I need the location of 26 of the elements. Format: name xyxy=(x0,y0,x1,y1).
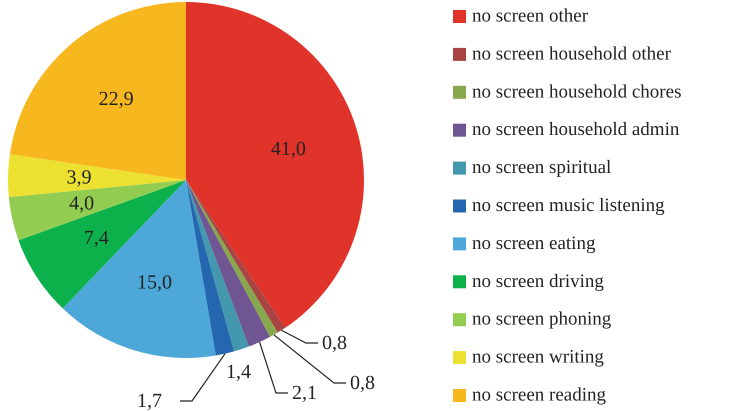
pie-slice xyxy=(186,2,364,328)
data-label: 1,4 xyxy=(226,361,251,383)
legend-label: no screen household other xyxy=(472,43,672,64)
data-label: 3,9 xyxy=(66,166,92,188)
legend-label: no screen household chores xyxy=(472,81,682,102)
data-label: 1,7 xyxy=(137,390,162,411)
data-label: 0,8 xyxy=(322,332,347,354)
data-label: 4,0 xyxy=(69,192,94,214)
legend-label: no screen driving xyxy=(472,270,604,292)
pie-slice xyxy=(186,180,249,352)
legend-label: no screen spiritual xyxy=(472,157,612,178)
data-label: 41,0 xyxy=(270,138,306,160)
pie-slice xyxy=(8,154,186,198)
legend-label: no screen household admin xyxy=(472,119,680,140)
legend-label: no screen phoning xyxy=(472,308,612,330)
legend-label: no screen reading xyxy=(472,384,606,406)
legend-label: no screen writing xyxy=(472,346,604,368)
legend-label: no screen music listening xyxy=(472,195,666,216)
legend-label: no screen other xyxy=(472,6,589,26)
legend-label: no screen eating xyxy=(472,232,596,254)
pie-slice xyxy=(186,180,234,356)
data-label: 15,0 xyxy=(137,271,172,294)
data-label: 22,9 xyxy=(98,88,134,110)
data-label: 7,4 xyxy=(84,227,109,250)
data-label: 2,1 xyxy=(292,382,317,404)
data-label: 0,8 xyxy=(350,372,375,394)
